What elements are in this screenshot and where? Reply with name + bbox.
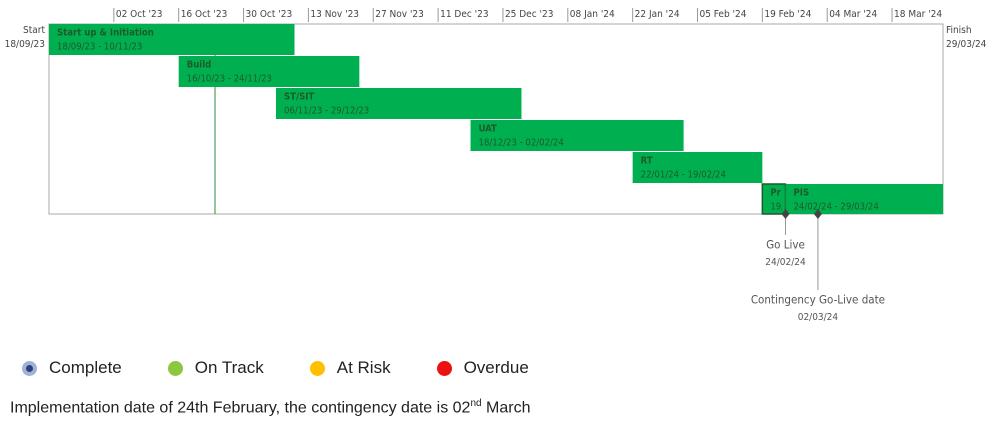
note-text: Implementation date of 24th February, th… <box>10 399 471 417</box>
task-bar <box>178 56 360 87</box>
task-bar <box>785 184 943 214</box>
note-sup: nd <box>470 398 482 409</box>
legend-swatch <box>167 360 183 376</box>
task-labels: PIS 24/02/24 - 29/03/24 <box>794 188 879 213</box>
task-name: Start up & Initiation <box>57 28 154 39</box>
task-dates: 19/02/24 - 24/02/24 <box>770 202 855 213</box>
finish-label: Finish <box>946 25 972 36</box>
task-labels: RT 22/01/24 - 19/02/24 <box>641 156 726 181</box>
milestone-diamond <box>813 209 822 219</box>
task-name: ST/SIT <box>284 92 314 103</box>
legend-swatch <box>22 360 37 376</box>
x-tick-label: 16 Oct '23 <box>181 9 228 20</box>
start-label: Start <box>23 25 45 36</box>
task-labels: UAT 18/12/23 - 02/02/24 <box>479 124 564 149</box>
task-name: RT <box>641 156 653 167</box>
x-tick-label: 08 Jan '24 <box>570 9 615 20</box>
milestone-diamond <box>781 209 790 219</box>
x-tick-label: 05 Feb '24 <box>699 9 746 20</box>
legend-item: Complete <box>22 358 122 378</box>
x-tick-label: 02 Oct '23 <box>116 9 163 20</box>
legend-item: At Risk <box>309 358 391 378</box>
legend-label: Complete <box>49 358 122 377</box>
x-tick-label: 25 Dec '23 <box>505 9 554 20</box>
task-bar <box>49 24 295 55</box>
milestone-date: 02/03/24 <box>798 312 839 323</box>
legend-label: Overdue <box>463 358 529 377</box>
milestone-label: Go Live <box>766 238 805 252</box>
x-tick-label: 18 Mar '24 <box>894 9 942 20</box>
task-dates: 06/11/23 - 29/12/23 <box>284 106 369 117</box>
finish-date: 29/03/24 <box>946 39 987 50</box>
chart-frame <box>48 23 944 215</box>
x-tick-label: 22 Jan '24 <box>635 9 680 20</box>
x-tick-label: 13 Nov '23 <box>310 9 359 20</box>
task-labels: Pr 19/02/24 - 24/02/24 <box>770 188 855 213</box>
legend-swatch <box>436 360 452 376</box>
x-tick-label: 19 Feb '24 <box>764 9 811 20</box>
x-tick-label: 04 Mar '24 <box>829 9 877 20</box>
task-labels: Build 16/10/23 - 24/11/23 <box>187 60 272 85</box>
legend-label: On Track <box>194 358 264 377</box>
x-tick-label: 11 Dec '23 <box>440 9 489 20</box>
task-dates: 24/02/24 - 29/03/24 <box>794 202 879 213</box>
legend-swatch <box>309 360 325 376</box>
milestone-label: Contingency Go-Live date <box>751 293 885 307</box>
milestone-date: 24/02/24 <box>765 257 806 268</box>
start-date: 18/09/23 <box>5 39 45 50</box>
legend-item: On Track <box>167 358 264 378</box>
task-bar <box>632 152 763 183</box>
task-dates: 18/12/23 - 02/02/24 <box>479 138 564 149</box>
note-text: March <box>481 399 531 417</box>
timeline-chart: Start 18/09/23 Finish 29/03/24 02 Oct '2… <box>5 8 987 323</box>
task-name: PIS <box>794 188 810 199</box>
x-tick-label: 30 Oct '23 <box>246 9 293 20</box>
task-labels: Start up & Initiation 18/09/23 - 10/11/23 <box>57 28 154 53</box>
task-bar <box>470 120 684 151</box>
footnote: Implementation date of 24th February, th… <box>10 398 530 417</box>
legend-label: At Risk <box>336 358 391 377</box>
task-dates: 22/01/24 - 19/02/24 <box>641 170 726 181</box>
task-dates: 16/10/23 - 24/11/23 <box>187 74 272 85</box>
legend-item: Overdue <box>436 358 529 378</box>
task-name: UAT <box>479 124 498 135</box>
task-name: Pr <box>770 188 781 199</box>
task-name: Build <box>187 60 212 71</box>
legend: Complete On Track At Risk Overdue <box>22 358 575 378</box>
task-labels: ST/SIT 06/11/23 - 29/12/23 <box>284 92 369 117</box>
task-bar <box>275 88 522 119</box>
task-dates: 18/09/23 - 10/11/23 <box>57 42 142 53</box>
x-tick-label: 27 Nov '23 <box>375 9 424 20</box>
